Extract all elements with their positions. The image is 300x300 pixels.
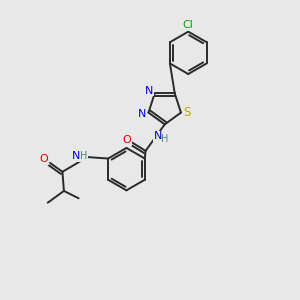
Text: N: N: [72, 152, 80, 161]
Text: H: H: [80, 152, 88, 161]
Text: S: S: [183, 106, 190, 119]
Text: O: O: [40, 154, 49, 164]
Text: Cl: Cl: [183, 20, 194, 30]
Text: N: N: [138, 109, 146, 119]
Text: O: O: [122, 135, 131, 145]
Text: H: H: [161, 134, 168, 144]
Text: N: N: [154, 131, 162, 142]
Text: N: N: [145, 85, 153, 95]
